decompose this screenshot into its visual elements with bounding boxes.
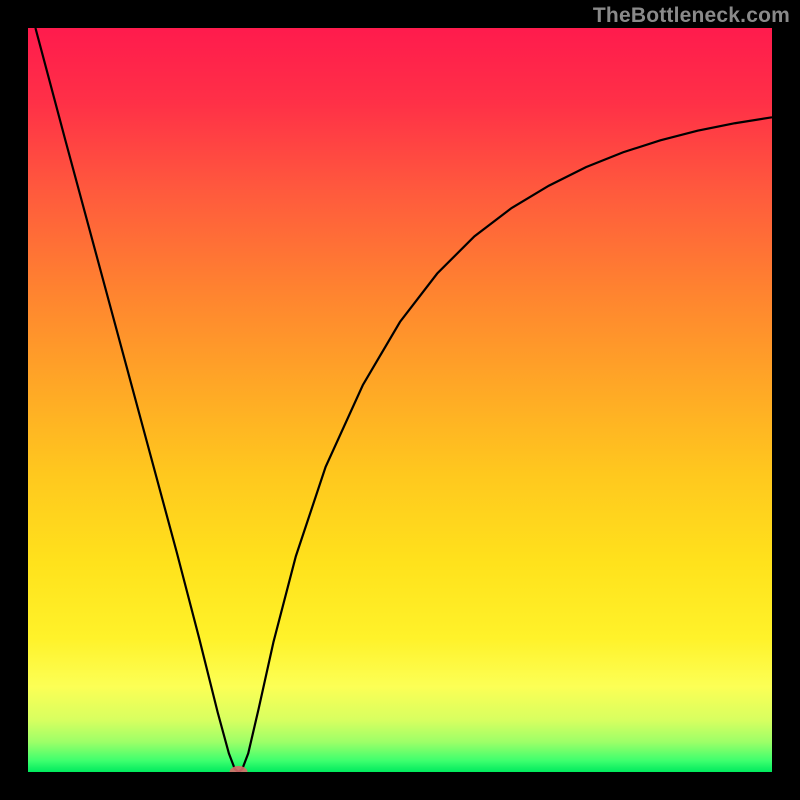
watermark-text: TheBottleneck.com <box>593 4 790 28</box>
plot-area <box>28 28 772 772</box>
bottleneck-chart <box>28 28 772 772</box>
outer-frame: TheBottleneck.com <box>0 0 800 800</box>
